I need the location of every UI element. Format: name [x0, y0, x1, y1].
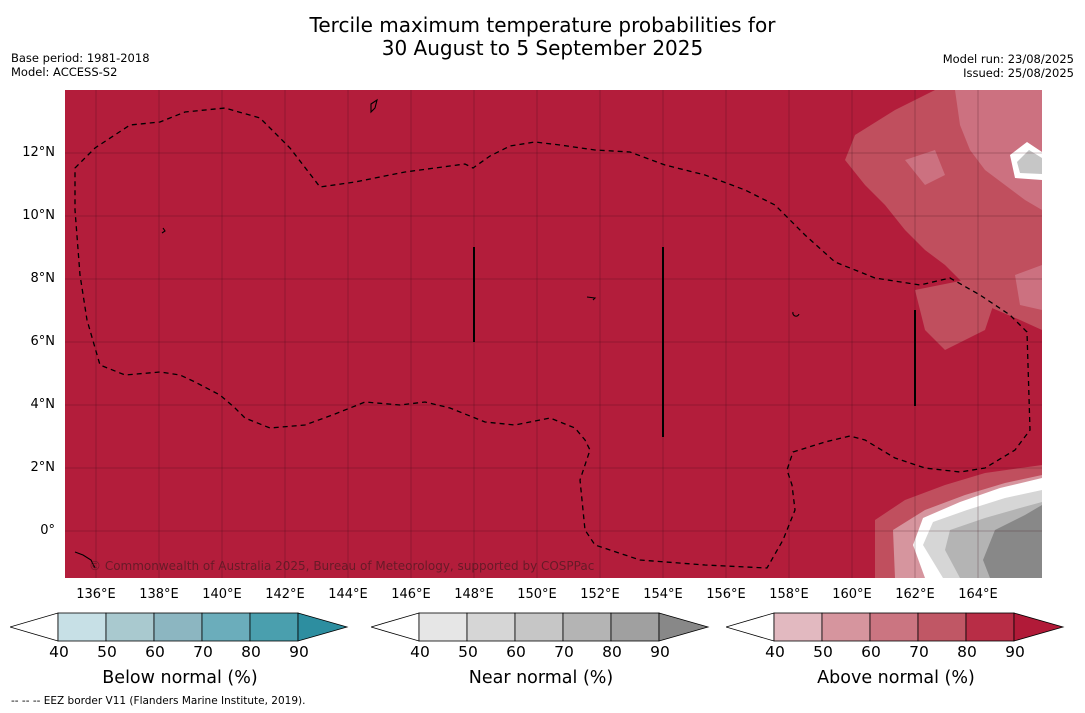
cbar-below-seg-4 — [201, 612, 251, 642]
lat-label-10n: 10°N — [22, 208, 55, 223]
lon-label-164e: 164°E — [958, 587, 998, 602]
coastlines — [74, 98, 800, 569]
lat-label-12n: 12°N — [22, 145, 55, 160]
meta-right: Model run: 23/08/2025 Issued: 25/08/2025 — [943, 52, 1074, 80]
meta-left: Base period: 1981-2018 Model: ACCESS-S2 — [11, 51, 150, 79]
lon-label-146e: 146°E — [391, 587, 431, 602]
model-run: Model run: 23/08/2025 — [942, 52, 1074, 66]
lon-label-150e: 150°E — [517, 587, 557, 602]
base-period: Base period: 1981-2018 — [11, 51, 150, 65]
cbar-below-tick-60: 60 — [145, 643, 165, 661]
vertical-marks — [473, 247, 916, 437]
lat-label-0: 0° — [40, 523, 55, 538]
island-north — [370, 98, 378, 114]
cbar-above-seg-5 — [965, 612, 1015, 642]
lon-label-148e: 148°E — [454, 587, 494, 602]
near-normal-inner-ne — [1017, 150, 1042, 174]
cbar-below-seg-3 — [153, 612, 203, 642]
map-title: Tercile maximum temperature probabilitie… — [0, 14, 1085, 60]
cbar-near-tick-90: 90 — [650, 643, 670, 661]
cbar-above-seg-1 — [773, 612, 823, 642]
lon-label-154e: 154°E — [643, 587, 683, 602]
cbar-below-tick-50: 50 — [97, 643, 117, 661]
cbar-above-seg-6 — [1013, 612, 1065, 642]
island-southwest — [74, 551, 96, 569]
lat-label-4n: 4°N — [30, 397, 56, 412]
colorbar-above-normal — [726, 612, 1065, 642]
title-line-2: 30 August to 5 September 2025 — [381, 36, 704, 60]
lat-label-8n: 8°N — [30, 271, 56, 286]
cbar-above-seg-3 — [869, 612, 919, 642]
eez-border — [74, 107, 1031, 569]
lat-label-2n: 2°N — [30, 460, 56, 475]
cbar-near-tick-60: 60 — [506, 643, 526, 661]
map-credit: © Commonwealth of Australia 2025, Bureau… — [89, 559, 594, 573]
above-normal-70-patch-mid — [915, 280, 995, 350]
above-normal-70-region-ne — [955, 90, 1042, 210]
lon-label-142e: 142°E — [265, 587, 305, 602]
lon-label-152e: 152°E — [580, 587, 620, 602]
cbar-near-seg-5 — [610, 612, 660, 642]
cbar-above-seg-4 — [917, 612, 967, 642]
cbar-near-tick-50: 50 — [458, 643, 478, 661]
cbar-below-seg-5 — [249, 612, 299, 642]
cbar-near-seg-3 — [514, 612, 564, 642]
lon-label-162e: 162°E — [895, 587, 935, 602]
cbar-below-tick-40: 40 — [49, 643, 69, 661]
lon-label-158e: 158°E — [769, 587, 809, 602]
cbar-above-tick-60: 60 — [861, 643, 881, 661]
cbar-near-seg-4 — [562, 612, 612, 642]
cbar-near-label: Near normal (%) — [468, 668, 614, 688]
probability-map: © Commonwealth of Australia 2025, Bureau… — [65, 90, 1042, 578]
island-pohnpei — [792, 311, 800, 317]
cbar-near-seg-2 — [466, 612, 516, 642]
issued-date: Issued: 25/08/2025 — [963, 66, 1074, 80]
cbar-below-seg-0 — [10, 612, 59, 642]
cbar-above-seg-0 — [726, 612, 775, 642]
cbar-below-seg-6 — [297, 612, 349, 642]
cbar-below-label: Below normal (%) — [102, 668, 258, 688]
lat-label-6n: 6°N — [30, 334, 56, 349]
eez-footnote: -- -- -- EEZ border V11 (Flanders Marine… — [11, 695, 306, 707]
lon-label-136e: 136°E — [76, 587, 116, 602]
above-normal-70-patch-small — [905, 150, 945, 185]
cbar-near-seg-1 — [418, 612, 468, 642]
cbar-above-tick-70: 70 — [909, 643, 929, 661]
island-chain-1 — [586, 296, 597, 301]
above-normal-70-patch-east — [1015, 265, 1042, 310]
near-normal-80-se — [983, 505, 1042, 578]
model-name: Model: ACCESS-S2 — [11, 65, 118, 79]
graticule — [65, 90, 1042, 578]
colorbar-below-normal — [10, 612, 349, 642]
cbar-near-seg-6 — [658, 612, 710, 642]
cbar-above-tick-90: 90 — [1005, 643, 1025, 661]
cbar-above-tick-50: 50 — [813, 643, 833, 661]
lon-label-144e: 144°E — [328, 587, 368, 602]
cbar-above-seg-2 — [821, 612, 871, 642]
cbar-near-tick-40: 40 — [410, 643, 430, 661]
cbar-below-seg-1 — [57, 612, 107, 642]
cbar-near-seg-0 — [371, 612, 420, 642]
cbar-below-tick-80: 80 — [241, 643, 261, 661]
cbar-near-tick-80: 80 — [602, 643, 622, 661]
cbar-below-tick-70: 70 — [193, 643, 213, 661]
cbar-above-label: Above normal (%) — [817, 668, 975, 688]
cbar-below-seg-2 — [105, 612, 155, 642]
lon-label-160e: 160°E — [832, 587, 872, 602]
title-line-1: Tercile maximum temperature probabilitie… — [309, 13, 776, 37]
lon-label-156e: 156°E — [706, 587, 746, 602]
island-west — [161, 227, 166, 234]
lon-label-140e: 140°E — [202, 587, 242, 602]
cbar-above-tick-40: 40 — [765, 643, 785, 661]
colorbar-near-normal — [371, 612, 710, 642]
cbar-above-tick-80: 80 — [957, 643, 977, 661]
lon-label-138e: 138°E — [139, 587, 179, 602]
cbar-near-tick-70: 70 — [554, 643, 574, 661]
cbar-below-tick-90: 90 — [289, 643, 309, 661]
